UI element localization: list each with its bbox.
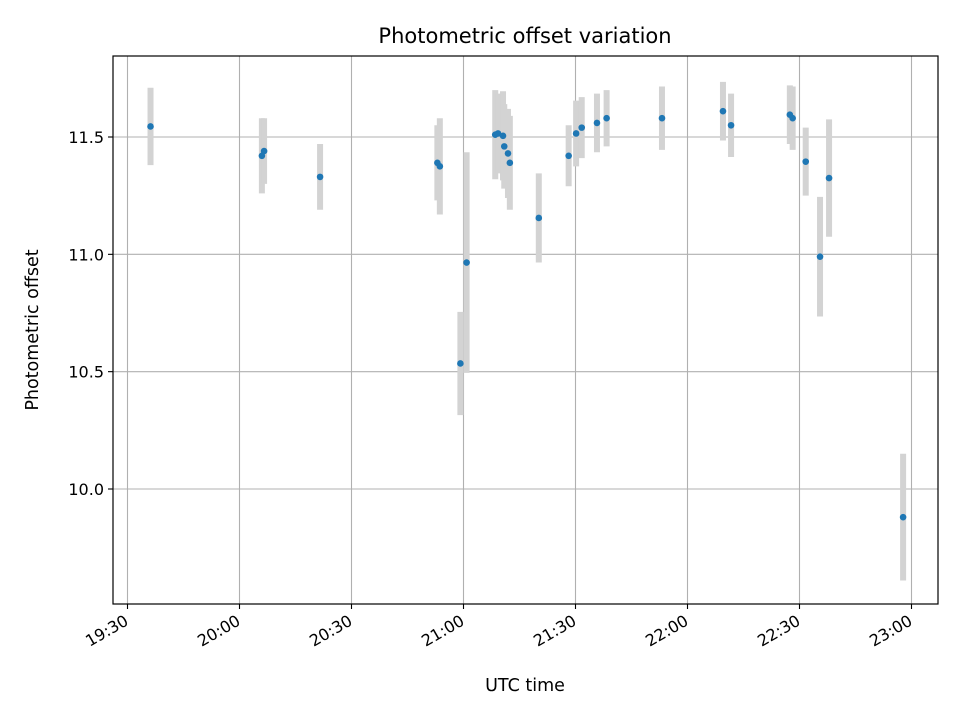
data-point [658,114,666,122]
data-point [499,132,507,140]
data-point [500,143,508,150]
plot-frame [112,55,939,605]
data-point [535,214,543,222]
y-tick-label: 11.0 [68,245,104,264]
data-point [316,173,324,181]
data-point [147,123,154,130]
chart-title: Photometric offset variation [378,24,671,48]
data-point [463,259,470,266]
data-point [578,124,586,131]
data-point [789,114,796,122]
data-point [565,152,572,160]
y-tick-label: 11.5 [68,128,104,147]
data-point [504,150,512,157]
data-points [147,107,907,521]
data-point [436,163,444,170]
y-axis-ticks: 10.0 10.5 11.0 11.5 [68,128,113,499]
y-axis-label: Photometric offset [23,249,43,410]
data-point [719,107,727,115]
data-point [457,360,464,367]
data-point [727,121,735,129]
y-tick-label: 10.0 [68,480,104,499]
data-point [899,513,907,521]
y-tick-label: 10.5 [68,363,104,382]
data-point [260,147,268,155]
grid [113,56,938,604]
data-point [603,114,610,122]
data-point [506,159,514,167]
data-point [802,158,810,165]
data-point [494,130,502,137]
data-point [572,130,580,137]
data-point [593,119,601,127]
x-axis-label: UTC time [485,676,565,696]
data-point [825,174,833,182]
data-point [816,253,824,260]
